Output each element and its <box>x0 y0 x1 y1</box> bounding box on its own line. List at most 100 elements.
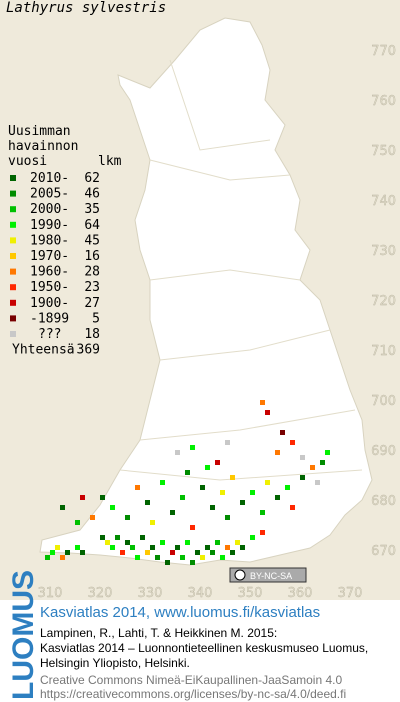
occurrence-cell <box>225 545 230 550</box>
y-tick-label: 730 <box>371 244 396 259</box>
y-tick-label: 760 <box>371 94 396 109</box>
legend-swatch <box>10 175 16 181</box>
occurrence-cell <box>225 440 230 445</box>
occurrence-cell <box>300 475 305 480</box>
y-tick-label: 740 <box>371 194 396 209</box>
y-tick-label: 670 <box>371 544 396 559</box>
legend-label: 2005- <box>30 187 69 202</box>
license-line: Creative Commons Nimeä-EiKaupallinen-Jaa… <box>40 673 342 687</box>
legend-count: 5 <box>92 311 100 326</box>
occurrence-cell <box>225 515 230 520</box>
legend-label: 2010- <box>30 171 69 186</box>
legend-count: 35 <box>84 202 100 217</box>
occurrence-cell <box>170 510 175 515</box>
occurrence-cell <box>55 545 60 550</box>
occurrence-cell <box>150 545 155 550</box>
x-tick-label: 310 <box>38 586 63 601</box>
occurrence-cell <box>180 495 185 500</box>
occurrence-cell <box>185 470 190 475</box>
region-borders <box>119 59 363 481</box>
badge-text: BY-NC-SA <box>250 571 292 581</box>
occurrence-cell <box>90 515 95 520</box>
occurrence-cell <box>140 535 145 540</box>
occurrence-cell <box>110 545 115 550</box>
occurrence-cell <box>185 540 190 545</box>
occurrence-cell <box>240 500 245 505</box>
citation-line: Lampinen, R., Lahti, T. & Heikkinen M. 2… <box>40 626 277 640</box>
occurrence-cell <box>240 545 245 550</box>
occurrence-cell <box>210 505 215 510</box>
legend-swatch <box>10 315 16 322</box>
occurrence-cell <box>200 555 205 560</box>
legend-swatch <box>10 253 16 259</box>
legend-label: 1980- <box>30 233 69 248</box>
license-badge: BY-NC-SA <box>229 567 307 583</box>
occurrence-cell <box>45 555 50 560</box>
y-tick-label: 770 <box>371 44 396 59</box>
legend-swatch <box>10 206 16 213</box>
occurrence-cell <box>160 540 165 545</box>
legend-swatch <box>10 237 16 244</box>
occurrence-cell <box>260 400 265 405</box>
occurrence-cell <box>205 465 210 470</box>
occurrence-cell <box>100 495 105 500</box>
occurrence-cell <box>165 560 170 565</box>
occurrence-cell <box>235 540 240 545</box>
y-tick-label: 700 <box>371 394 396 409</box>
legend-label: 1990- <box>30 218 69 233</box>
occurrence-cell <box>170 550 175 555</box>
legend-header: vuosi <box>8 154 47 169</box>
occurrence-cell <box>265 410 270 415</box>
occurrence-cell <box>315 480 320 485</box>
occurrence-cell <box>220 490 225 495</box>
legend-count: 64 <box>84 218 100 233</box>
occurrence-cell <box>275 450 280 455</box>
occurrence-cell <box>75 545 80 550</box>
legend-count: 62 <box>84 171 100 186</box>
x-tick-label: 340 <box>188 586 213 601</box>
x-tick-label: 350 <box>238 586 263 601</box>
legend-count: 46 <box>84 187 100 202</box>
occurrence-cell <box>110 505 115 510</box>
legend-swatch <box>10 268 16 275</box>
legend-label: 1970- <box>30 249 69 264</box>
occurrence-cell <box>80 550 85 555</box>
y-tick-label: 690 <box>371 444 396 459</box>
citation-line: Kasviatlas 2014 – Luonnontieteellinen ke… <box>40 641 368 655</box>
occurrence-cell <box>135 555 140 560</box>
legend-total: 369 <box>77 343 100 358</box>
occurrence-cell <box>160 480 165 485</box>
occurrence-cell <box>250 490 255 495</box>
citation-line: Helsingin Yliopisto, Helsinki. <box>40 656 190 670</box>
legend-count: 16 <box>84 249 100 264</box>
logo: LUOMUS <box>7 570 40 700</box>
occurrence-cell <box>75 520 80 525</box>
occurrence-cell <box>200 485 205 490</box>
x-tick-label: 370 <box>338 586 363 601</box>
occurrence-cell <box>125 540 130 545</box>
y-tick-label: 710 <box>371 344 396 359</box>
occurrence-cell <box>285 485 290 490</box>
occurrence-cell <box>135 485 140 490</box>
license-line: https://creativecommons.org/licenses/by-… <box>40 687 346 701</box>
legend-total-label: Yhteensä <box>12 343 75 358</box>
occurrence-cell <box>320 460 325 465</box>
occurrence-cell <box>120 550 125 555</box>
occurrence-cell <box>280 430 285 435</box>
legend-label: 2000- <box>30 202 69 217</box>
x-tick-label: 330 <box>138 586 163 601</box>
legend-header: Uusimman <box>8 124 71 139</box>
legend-swatch <box>10 190 16 197</box>
legend-swatch <box>10 221 16 228</box>
occurrence-cell <box>60 555 65 560</box>
occurrence-cell <box>265 480 270 485</box>
occurrence-cell <box>260 530 265 535</box>
occurrence-cell <box>275 495 280 500</box>
occurrence-cell <box>80 495 85 500</box>
occurrence-cell <box>175 545 180 550</box>
legend-swatch <box>10 284 16 291</box>
occurrence-cell <box>205 545 210 550</box>
occurrence-cell <box>180 555 185 560</box>
occurrence-cell <box>155 555 160 560</box>
